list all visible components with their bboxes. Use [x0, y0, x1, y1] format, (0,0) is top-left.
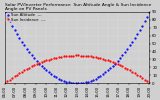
Sun Altitude  ---	[75, 83, 77, 84]
Sun Incidence  ---	[53, 58, 55, 59]
Line: Sun Altitude  ---: Sun Altitude ---	[4, 11, 150, 84]
Sun Incidence  ---	[148, 83, 150, 84]
Sun Incidence  ---	[4, 83, 6, 84]
Legend: Sun Altitude  ---, Sun Incidence  ---: Sun Altitude ---, Sun Incidence ---	[6, 13, 46, 22]
Sun Altitude  ---	[45, 70, 47, 71]
Sun Altitude  ---	[97, 77, 99, 78]
Sun Altitude  ---	[41, 65, 43, 67]
Sun Incidence  ---	[97, 57, 99, 58]
Sun Altitude  ---	[148, 11, 150, 12]
Text: Solar PV/Inverter Performance  Sun Altitude Angle & Sun Incidence Angle on PV Pa: Solar PV/Inverter Performance Sun Altitu…	[5, 3, 151, 11]
Sun Incidence  ---	[41, 62, 43, 63]
Line: Sun Incidence  ---: Sun Incidence ---	[4, 55, 150, 84]
Sun Incidence  ---	[75, 55, 77, 56]
Sun Altitude  ---	[53, 75, 55, 76]
Sun Incidence  ---	[50, 58, 52, 60]
Sun Incidence  ---	[45, 60, 47, 61]
Sun Altitude  ---	[50, 74, 52, 75]
Sun Incidence  ---	[28, 67, 30, 68]
Sun Altitude  ---	[28, 51, 30, 53]
Sun Altitude  ---	[4, 11, 6, 12]
